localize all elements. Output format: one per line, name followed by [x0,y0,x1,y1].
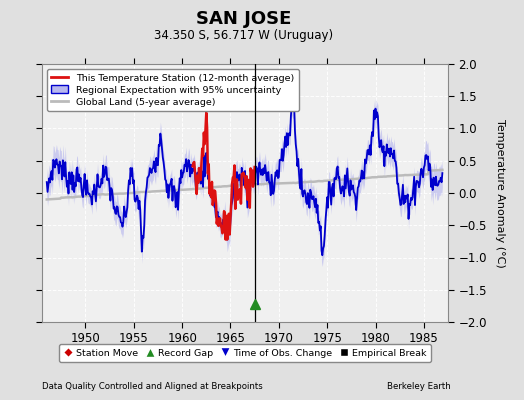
Text: Berkeley Earth: Berkeley Earth [387,382,451,391]
Y-axis label: Temperature Anomaly (°C): Temperature Anomaly (°C) [495,119,505,267]
Text: 34.350 S, 56.717 W (Uruguay): 34.350 S, 56.717 W (Uruguay) [154,29,333,42]
Text: SAN JOSE: SAN JOSE [196,10,291,28]
Legend: This Temperature Station (12-month average), Regional Expectation with 95% uncer: This Temperature Station (12-month avera… [47,69,299,111]
Text: Data Quality Controlled and Aligned at Breakpoints: Data Quality Controlled and Aligned at B… [42,382,263,391]
Legend: Station Move, Record Gap, Time of Obs. Change, Empirical Break: Station Move, Record Gap, Time of Obs. C… [59,344,431,362]
